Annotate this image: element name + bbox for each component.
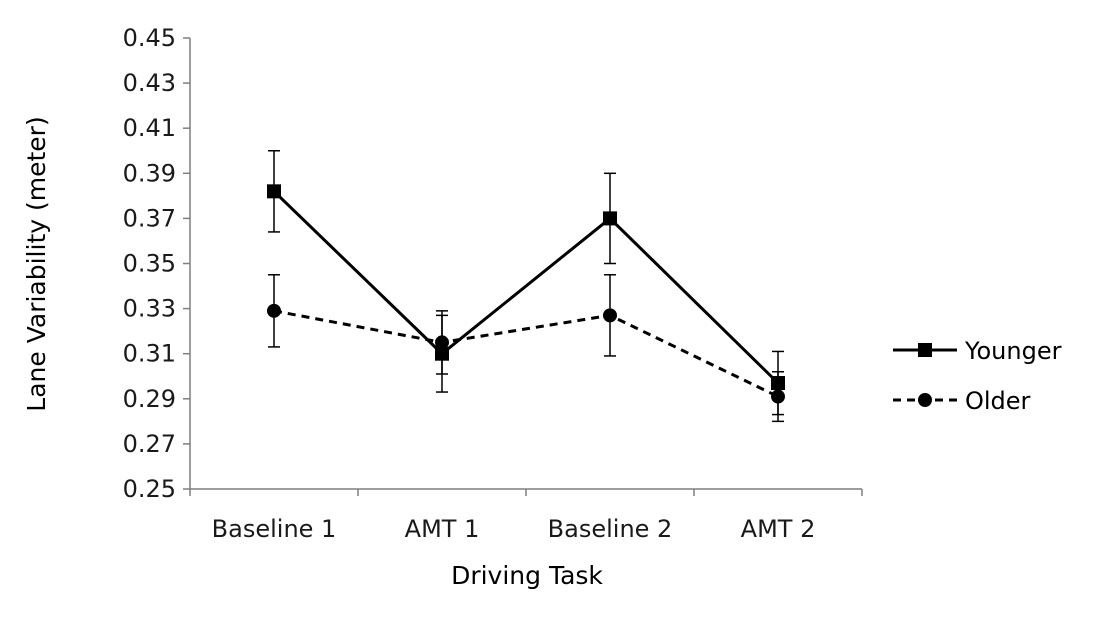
legend-item-younger: Younger	[893, 337, 1062, 365]
legend-label: Younger	[964, 337, 1062, 365]
data-point-circle	[435, 335, 449, 350]
y-tick-label: 0.33	[123, 295, 176, 323]
y-tick-label: 0.35	[123, 250, 176, 278]
y-tick-label: 0.43	[123, 69, 176, 97]
legend-label: Older	[965, 387, 1031, 415]
data-point-square	[603, 211, 617, 226]
x-axis: Baseline 1 AMT 1 Baseline 2 AMT 2	[189, 488, 863, 543]
series-line	[272, 190, 780, 385]
legend-item-older: Older	[893, 387, 1031, 415]
y-tick-label: 0.25	[123, 475, 176, 503]
data-point-circle	[267, 303, 281, 318]
data-point-square	[267, 184, 281, 199]
series-older	[267, 274, 785, 423]
y-axis-title: Lane Variability (meter)	[22, 116, 51, 411]
y-tick-label: 0.29	[123, 385, 176, 413]
y-tick-label: 0.37	[123, 204, 176, 232]
y-axis: 0.25 0.27 0.29 0.31 0.33 0.35 0.37 0.39 0.41 0.43…	[123, 24, 191, 503]
legend: Younger Older	[893, 337, 1062, 415]
series-layer	[267, 150, 785, 423]
x-tick-label: AMT 1	[405, 515, 480, 543]
y-tick-label: 0.27	[123, 430, 176, 458]
legend-marker-circle	[918, 393, 932, 407]
x-axis-title: Driving Task	[451, 561, 603, 590]
legend-marker-square	[918, 343, 932, 357]
series-younger	[267, 150, 785, 416]
y-tick-label: 0.31	[123, 340, 176, 368]
x-tick-label: Baseline 2	[548, 515, 673, 543]
series-line	[273, 309, 779, 398]
data-point-circle	[771, 389, 785, 404]
y-tick-label: 0.45	[123, 24, 176, 52]
x-tick-label: Baseline 1	[212, 515, 337, 543]
y-tick-label: 0.39	[123, 159, 176, 187]
x-tick-label: AMT 2	[741, 515, 816, 543]
data-point-circle	[603, 308, 617, 323]
y-tick-label: 0.41	[123, 114, 176, 142]
